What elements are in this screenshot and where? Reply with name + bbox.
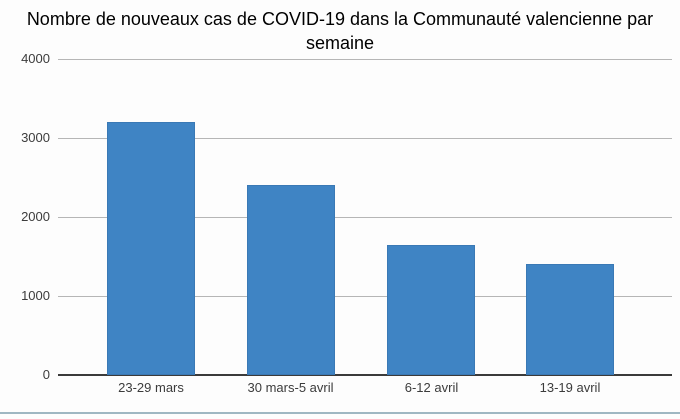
x-tick-label-3: 13-19 avril (539, 380, 601, 395)
gridline-1000 (58, 296, 672, 297)
chart-title: Nombre de nouveaux cas de COVID-19 dans … (26, 9, 654, 53)
y-tick-label-0: 0 (42, 367, 50, 382)
x-axis-labels: 23-29 mars 30 mars-5 avril 6-12 avril 13-19… (58, 380, 672, 398)
y-tick-label-3000: 3000 (21, 130, 50, 145)
plot-area (58, 59, 672, 376)
gridline-2000 (58, 217, 672, 218)
x-tick-label-0: 23-29 mars (118, 380, 184, 395)
gridline-4000 (58, 59, 672, 60)
y-tick-label-4000: 4000 (21, 51, 50, 66)
x-tick-label-2: 6-12 avril (404, 380, 459, 395)
x-tick-label-1: 30 mars-5 avril (247, 380, 334, 395)
gridline-3000 (58, 138, 672, 139)
y-axis-labels: 0 1000 2000 3000 4000 (0, 0, 50, 419)
bar-3[interactable] (526, 264, 614, 375)
y-tick-label-2000: 2000 (21, 209, 50, 224)
bottom-divider (0, 412, 680, 414)
bar-0[interactable] (107, 122, 196, 375)
bar-2[interactable] (387, 244, 476, 375)
bar-1[interactable] (246, 185, 335, 375)
x-axis-line (58, 374, 672, 376)
y-tick-label-1000: 1000 (21, 288, 50, 303)
